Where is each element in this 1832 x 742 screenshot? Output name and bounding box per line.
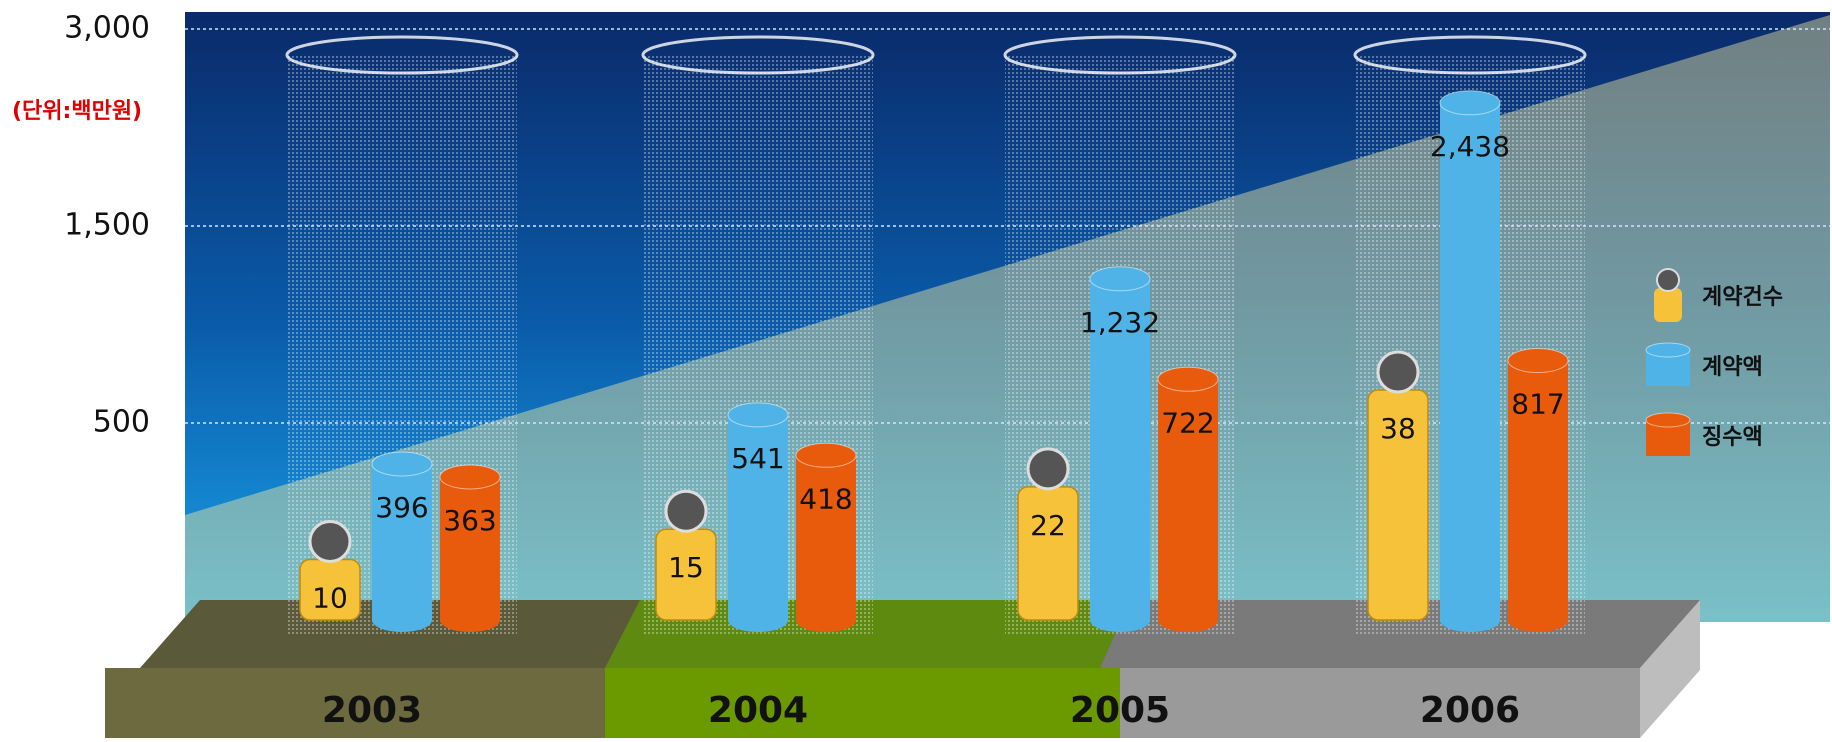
person-head <box>308 519 352 563</box>
bar <box>372 463 432 620</box>
value-label: 363 <box>443 504 496 537</box>
value-label: 541 <box>731 442 784 475</box>
bar <box>1158 379 1218 620</box>
x-tick-label: 2005 <box>1070 690 1170 731</box>
y-tick-label: 3,000 <box>64 11 150 46</box>
platform-front <box>105 668 605 738</box>
bar-cap <box>1089 266 1151 292</box>
person-head <box>1026 447 1070 491</box>
glass-top <box>285 35 519 75</box>
legend-swatch <box>1645 342 1691 358</box>
bar <box>728 414 788 620</box>
value-label: 2,438 <box>1430 130 1510 163</box>
value-label: 10 <box>312 581 348 614</box>
x-tick-label: 2003 <box>322 690 422 731</box>
bar-base <box>372 608 432 632</box>
value-label: 817 <box>1511 388 1564 421</box>
bar-base <box>728 608 788 632</box>
legend-swatch <box>1654 288 1682 322</box>
bar-cap <box>727 402 789 428</box>
bar <box>1090 278 1150 620</box>
platform-front <box>1120 668 1640 738</box>
x-tick-label: 2004 <box>708 690 808 731</box>
unit-label: (단위:백만원) <box>12 99 142 124</box>
bar-base <box>796 608 856 632</box>
bar-base <box>1440 608 1500 632</box>
legend-label: 징수액 <box>1702 425 1763 450</box>
legend-swatch <box>1645 412 1691 428</box>
bar-cap <box>1507 348 1569 374</box>
value-label: 722 <box>1161 406 1214 439</box>
bar-cap <box>371 451 433 477</box>
value-label: 38 <box>1380 412 1416 445</box>
bar-cap <box>1439 90 1501 116</box>
y-tick-label: 1,500 <box>64 208 150 243</box>
glass-top <box>1003 35 1237 75</box>
glass-top <box>1353 35 1587 75</box>
value-label: 1,232 <box>1080 306 1160 339</box>
bar-cap <box>795 442 857 468</box>
platform-side <box>1640 600 1700 738</box>
bar-base <box>1158 608 1218 632</box>
legend-label: 계약건수 <box>1702 285 1783 310</box>
bar <box>796 455 856 620</box>
bar-base <box>1508 608 1568 632</box>
value-label: 396 <box>375 491 428 524</box>
value-label: 22 <box>1030 509 1066 542</box>
legend-swatch <box>1656 268 1680 292</box>
bar-base <box>440 608 500 632</box>
platform-front <box>605 668 1120 738</box>
person-head <box>1376 350 1420 394</box>
value-label: 418 <box>799 482 852 515</box>
bar-cap <box>439 464 501 490</box>
bar-base <box>1090 608 1150 632</box>
legend-label: 계약액 <box>1702 355 1763 380</box>
bar <box>440 476 500 620</box>
glass-top <box>641 35 875 75</box>
bar <box>1440 102 1500 621</box>
value-label: 15 <box>668 551 704 584</box>
bar-cap <box>1157 366 1219 392</box>
x-tick-label: 2006 <box>1420 690 1520 731</box>
bar <box>1508 360 1568 620</box>
person-head <box>664 489 708 533</box>
y-tick-label: 500 <box>93 405 150 440</box>
person-figure <box>1017 486 1079 621</box>
